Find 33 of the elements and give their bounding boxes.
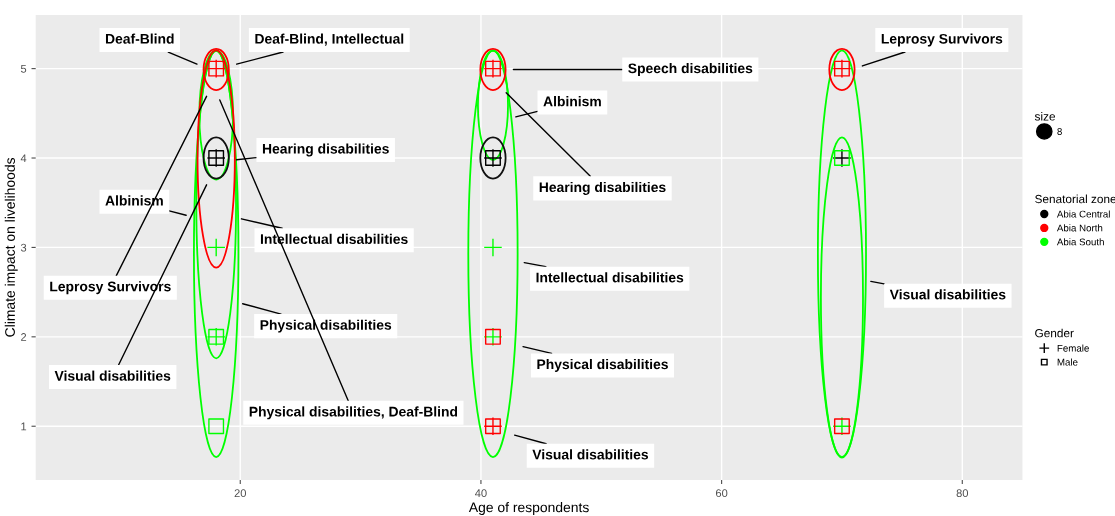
x-tick-label: 80 <box>956 489 969 498</box>
legend-label: Female <box>1057 344 1089 352</box>
legend-label: Abia South <box>1056 238 1104 246</box>
x-tick-label: 40 <box>475 489 487 498</box>
legend-label: Male <box>1057 358 1078 366</box>
legend-label: Abia North <box>1056 224 1103 232</box>
y-tick-label: 5 <box>20 64 27 73</box>
y-tick-label: 2 <box>21 333 27 341</box>
legend-label: Abia Central <box>1056 210 1110 218</box>
annotation: Hearing disabilities <box>539 181 666 195</box>
y-tick-label: 1 <box>21 422 27 431</box>
annotation: Visual disabilities <box>54 370 171 381</box>
annotation: Physical disabilities <box>537 358 668 372</box>
x-tick-label: 20 <box>234 489 246 498</box>
annotation: Deaf-Blind <box>105 33 174 44</box>
annotation: Speech disabilities <box>628 63 753 76</box>
text: Gender <box>1035 328 1074 338</box>
annotation: Hearing disabilities <box>262 143 389 157</box>
text: size <box>1034 111 1056 121</box>
legend-label: 8 <box>1057 128 1062 135</box>
annotation: Physical disabilities <box>260 319 392 333</box>
annotation: Visual disabilities <box>889 289 1006 300</box>
annotation: Intellectual disabilities <box>536 272 684 283</box>
y-tick-label: 3 <box>20 243 27 252</box>
y-tick-label: 4 <box>20 154 27 163</box>
annotation: Visual disabilities <box>532 449 649 460</box>
y-axis-title: Climate impact on livelihoods <box>4 157 18 337</box>
x-axis-title: Age of respondents <box>468 502 589 515</box>
annotation: Albinism <box>543 96 601 107</box>
annotation: Physical disabilities, Deaf-Blind <box>249 406 458 420</box>
annotation: Leprosy Survivors <box>881 33 1003 47</box>
annotation: Deaf-Blind, Intellectual <box>255 33 404 46</box>
x-tick-label: 60 <box>715 489 728 498</box>
